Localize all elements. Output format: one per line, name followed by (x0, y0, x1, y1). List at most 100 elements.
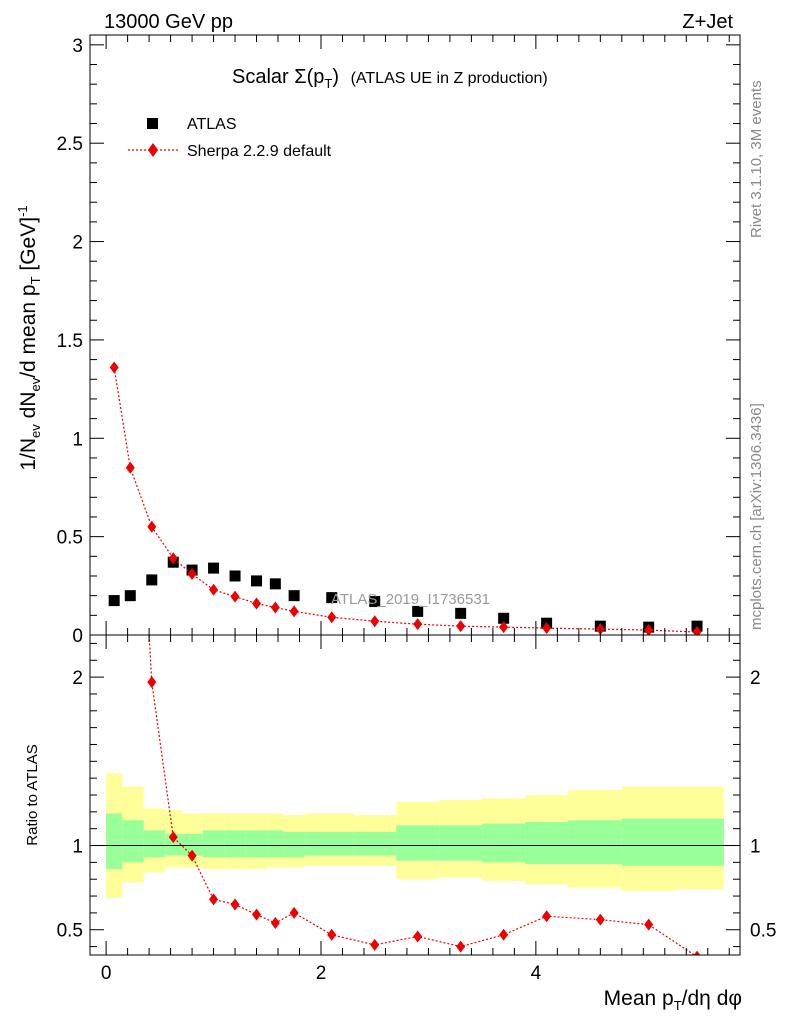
ratio-sherpa-point (126, 292, 135, 304)
sherpa-data-point (542, 622, 552, 635)
ratio-band-green (621, 818, 676, 866)
atlas-data-point (124, 590, 136, 602)
atlas-data-point (229, 570, 241, 582)
atlas-data-point (208, 562, 220, 574)
analysis-watermark: ATLAS_2019_I1736531 (331, 591, 490, 608)
atlas-data-point (455, 607, 467, 619)
ratio-plot: 0.5 0.5 1 1 2 2 0 2 4 Ratio to ATLAS Mean pT/dη … (24, 292, 776, 1013)
ratio-xlabel: Mean pT/dη dφ (604, 987, 742, 1013)
ratio-ylabel: Ratio to ATLAS (24, 744, 41, 845)
ratio-band-green (353, 832, 397, 856)
main-plot: 0 0.5 1 1.5 2 2.5 3 Scalar Σ(pT) (ATLAS UE in … (15, 34, 741, 647)
ratio-band-green (525, 821, 569, 865)
sherpa-data-point (187, 568, 197, 581)
sherpa-data-point (327, 611, 337, 624)
plot-title: Scalar Σ(pT) (ATLAS UE in Z production) (232, 66, 548, 91)
atlas-data-point (412, 605, 424, 617)
ratio-band-green (122, 820, 144, 863)
ratio-xtick-label: 4 (531, 963, 542, 984)
ratio-sherpa-point (370, 938, 380, 951)
ratio-xtick-label: 2 (316, 963, 327, 984)
ratio-sherpa-point (693, 950, 701, 955)
atlas-data-point (146, 574, 158, 586)
ratio-band-green (568, 820, 622, 865)
energy-label: 13000 GeV pp (104, 11, 233, 33)
ratio-sherpa-point (147, 676, 157, 689)
main-ylabel: 1/Nev dNev/d mean pT [GeV]-1 (15, 205, 43, 470)
main-ytick-label: 0 (72, 626, 83, 647)
ratio-sherpa-point (230, 898, 240, 911)
atlas-data-point (288, 590, 300, 602)
ratio-band-green (396, 825, 440, 861)
sherpa-data-point (109, 361, 119, 374)
ratio-sherpa-point (327, 928, 337, 941)
sherpa-data-point (692, 626, 702, 635)
ratio-band-green (482, 823, 526, 863)
process-label: Z+Jet (682, 11, 733, 33)
legend-sherpa-label: Sherpa 2.2.9 default (187, 143, 332, 160)
main-ytick-label: 0.5 (57, 528, 83, 549)
sherpa-data-point (147, 520, 157, 533)
ratio-band-green (165, 833, 182, 856)
main-ytick-label: 2.5 (57, 134, 83, 155)
legend: ATLAS Sherpa 2.2.9 default (128, 116, 332, 160)
ratio-sherpa-point (644, 918, 654, 931)
ratio-band-green (267, 830, 284, 858)
ratio-band-green (202, 830, 225, 858)
main-ytick-label: 2 (72, 233, 83, 254)
ratio-ytick-label-left: 1 (72, 837, 83, 858)
ratio-sherpa-point (542, 910, 552, 923)
atlas-data-point (326, 592, 338, 604)
atlas-data-point (498, 612, 510, 624)
sherpa-data-point (289, 605, 299, 618)
ratio-ytick-label-right: 1 (750, 837, 761, 858)
atlas-data-point (108, 595, 120, 607)
ratio-sherpa-point (270, 917, 280, 929)
sherpa-data-point (413, 618, 423, 631)
sherpa-data-point (456, 620, 466, 633)
sherpa-data-point (270, 601, 280, 614)
ratio-band-green (675, 818, 724, 866)
ratio-band-green (304, 832, 354, 856)
ratio-sherpa-point (289, 906, 299, 919)
mcplots-label: mcplots.cern.ch [arXiv:1306.3436] (748, 403, 765, 630)
ratio-band-green (143, 830, 166, 858)
sherpa-data-point (209, 583, 219, 596)
sherpa-data-point (168, 552, 178, 565)
ratio-band-green (224, 830, 246, 858)
legend-atlas-label: ATLAS (187, 116, 237, 133)
ratio-sherpa-point (187, 849, 197, 862)
ratio-sherpa-point (499, 928, 509, 941)
rivet-label: Rivet 3.1.10, 3M events (748, 80, 765, 238)
ratio-sherpa-point (168, 831, 178, 844)
sherpa-data-point (499, 621, 509, 634)
sherpa-data-point (370, 615, 380, 628)
ratio-sherpa-point (413, 930, 423, 943)
main-ytick-label: 3 (72, 36, 83, 57)
ratio-ytick-label-left: 2 (72, 668, 83, 689)
sherpa-data-point (125, 461, 135, 474)
sherpa-data-point (252, 597, 262, 610)
ratio-band-green (106, 813, 123, 870)
ratio-xtick-label: 0 (101, 963, 112, 984)
atlas-data-point (269, 578, 281, 590)
ratio-ytick-label-right: 0.5 (750, 921, 776, 942)
sherpa-data-point (230, 590, 240, 603)
ratio-sherpa-point (595, 913, 605, 926)
ratio-band-green (439, 825, 483, 861)
ratio-band-green (283, 832, 305, 858)
main-ytick-label: 1 (72, 429, 83, 450)
ratio-sherpa-point (209, 893, 219, 906)
sherpa-data-point (644, 624, 654, 635)
main-ytick-label: 1.5 (57, 331, 83, 352)
ratio-sherpa-point (456, 940, 466, 953)
ratio-ytick-label-right: 2 (750, 668, 761, 689)
ratio-band-green (245, 830, 268, 858)
legend-sherpa-marker (148, 143, 158, 157)
atlas-data-point (369, 596, 381, 608)
ratio-sherpa-point (252, 908, 262, 921)
ratio-ytick-label-left: 0.5 (57, 921, 83, 942)
atlas-data-point (251, 575, 263, 587)
legend-atlas-marker (147, 118, 158, 129)
